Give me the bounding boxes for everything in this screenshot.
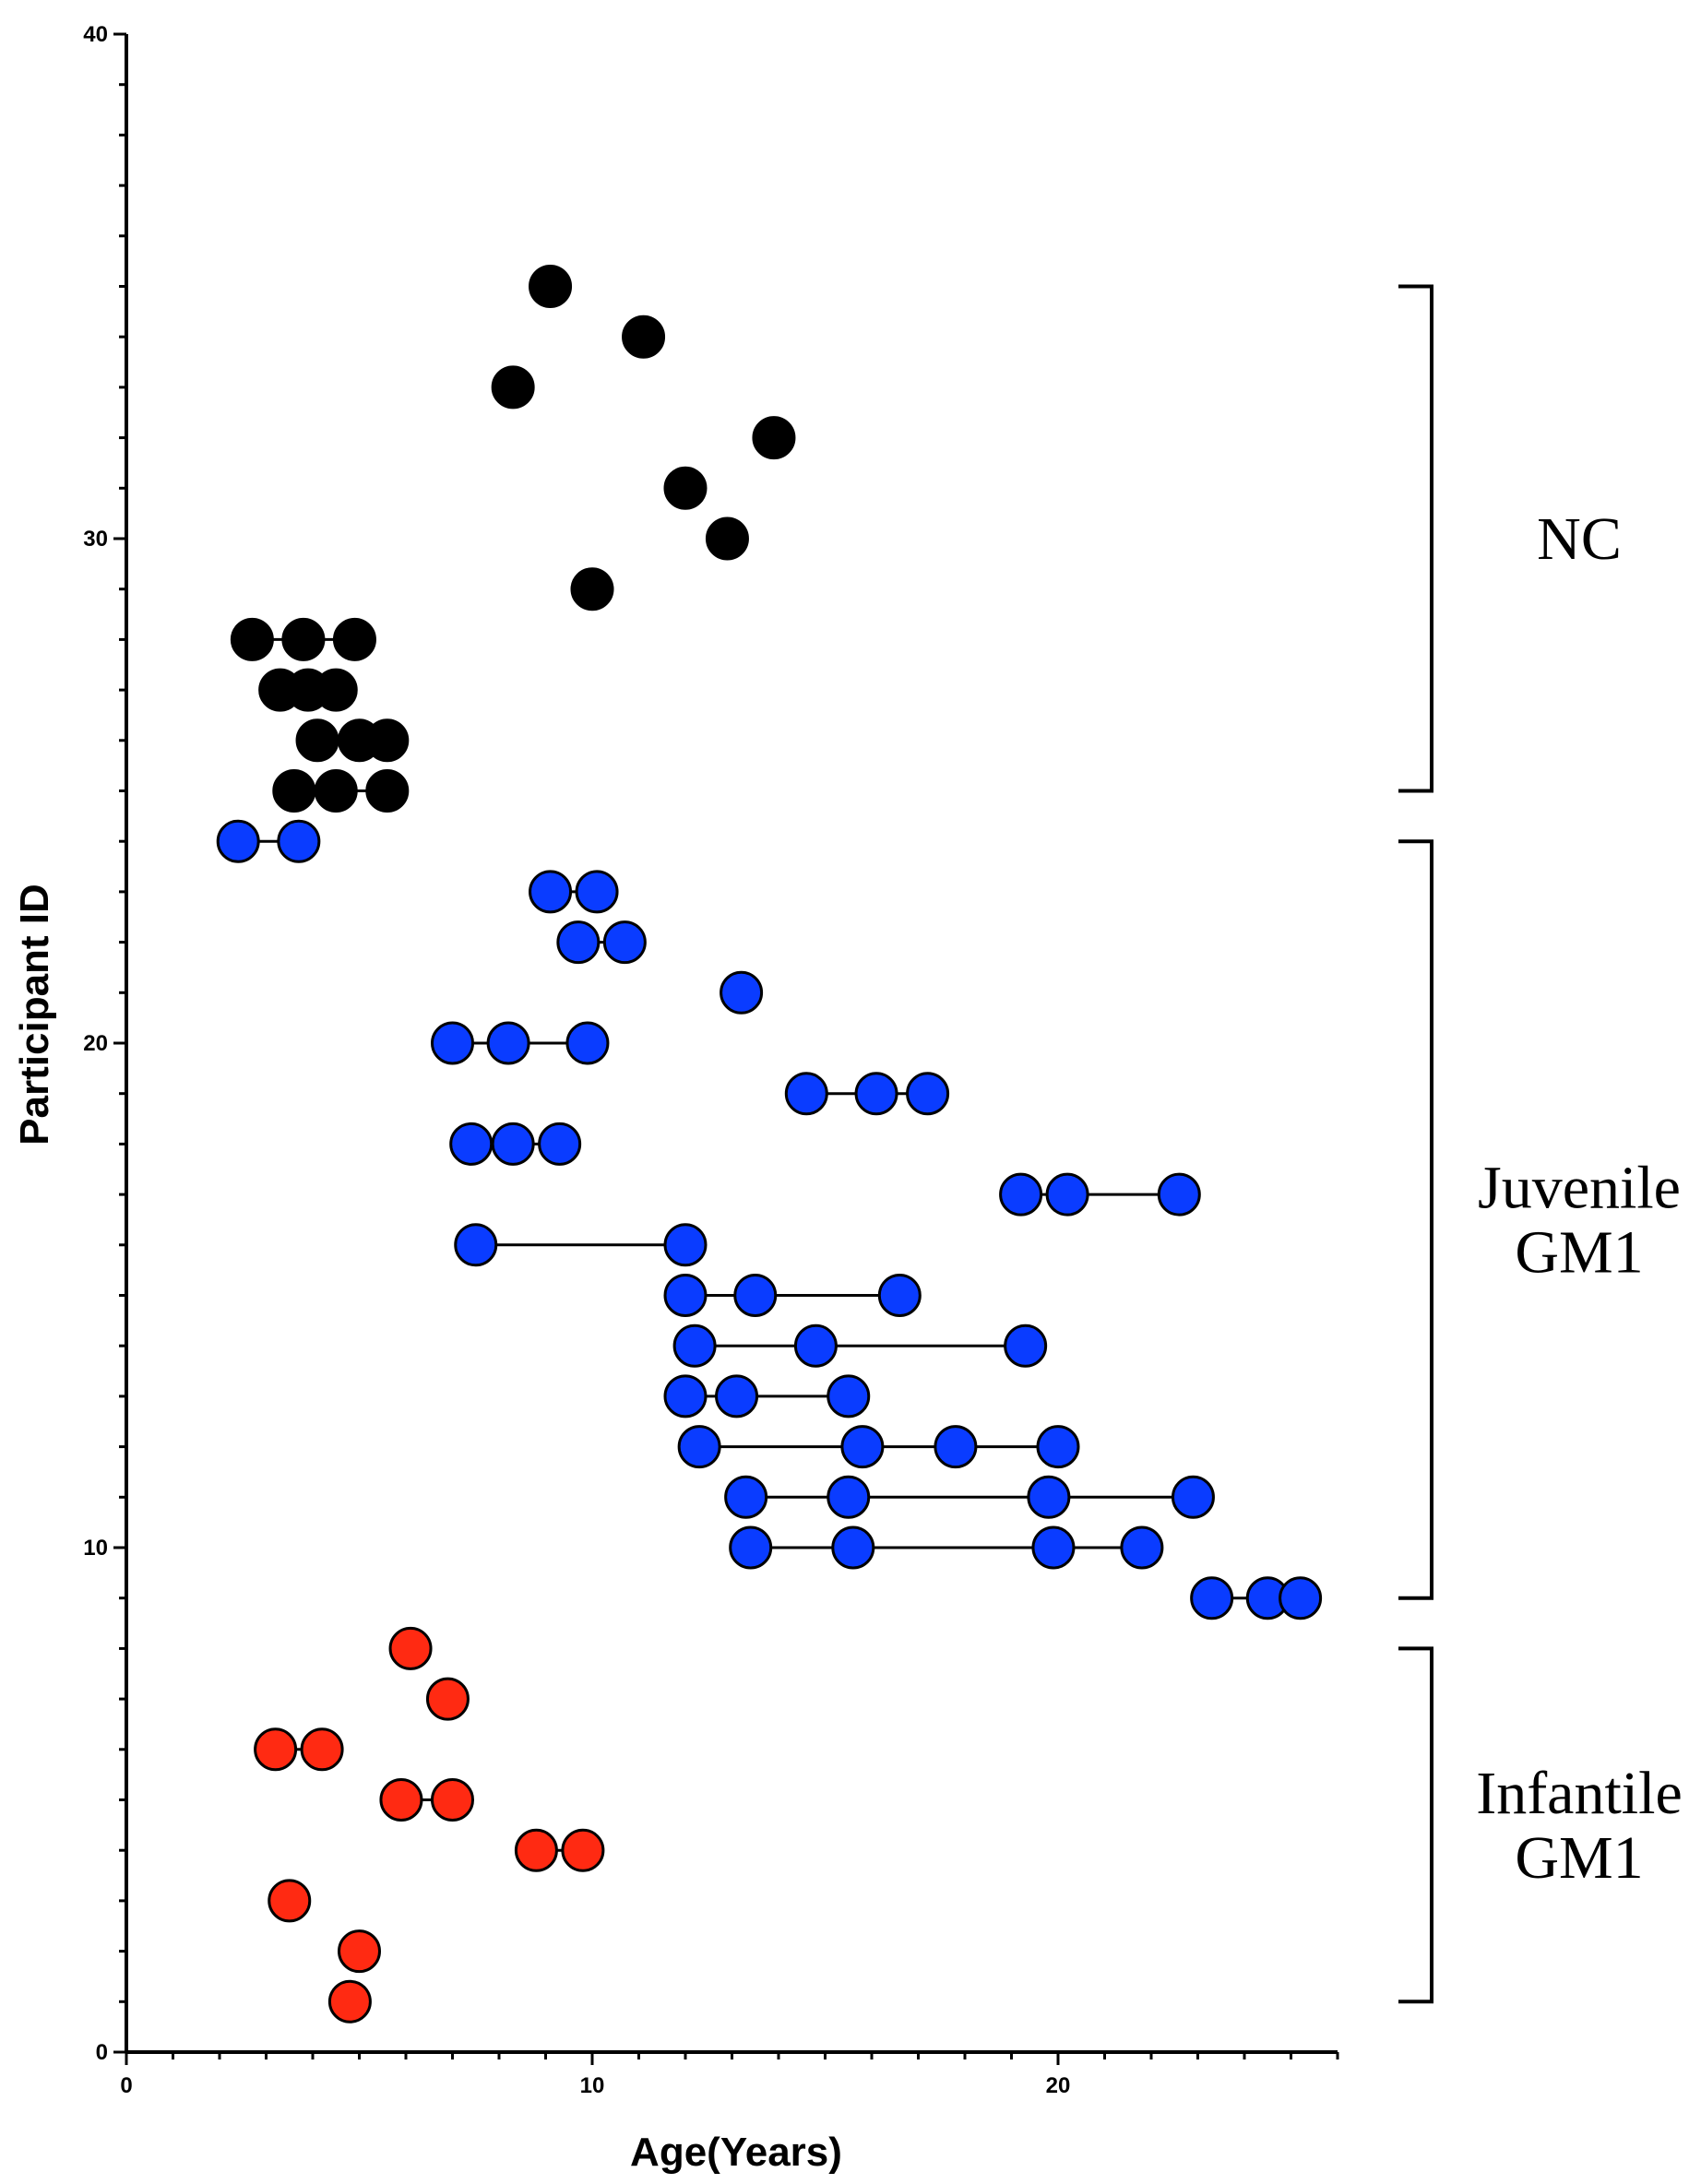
data-point (230, 617, 274, 661)
group-label: NC (1537, 505, 1622, 573)
data-point (332, 617, 376, 661)
data-point (327, 1979, 372, 2024)
data-point (1027, 1475, 1071, 1519)
data-point (784, 1072, 828, 1116)
data-point (677, 1425, 721, 1469)
data-point (752, 416, 796, 460)
data-point (1031, 1525, 1076, 1570)
data-point (715, 1374, 759, 1418)
data-point (827, 1475, 871, 1519)
data-point (277, 819, 321, 863)
data-point (425, 1677, 470, 1721)
data-point (529, 265, 573, 308)
data-point (388, 1626, 433, 1670)
x-tick-label: 0 (120, 2073, 132, 2098)
data-point (365, 718, 410, 763)
data-points (216, 265, 1323, 2024)
data-point (663, 1274, 708, 1317)
data-point (491, 365, 535, 410)
data-point (561, 1828, 605, 1872)
data-point (1120, 1525, 1164, 1570)
axes: 0 10 20 30 40 0 10 20 (83, 22, 1339, 2098)
data-point (1171, 1475, 1215, 1519)
data-point (999, 1172, 1043, 1217)
data-point (729, 1525, 773, 1570)
data-point (724, 1475, 768, 1519)
y-tick-label: 40 (83, 22, 108, 47)
data-point (622, 315, 666, 359)
data-point (663, 1374, 708, 1418)
data-point (454, 1223, 498, 1267)
data-point (1045, 1172, 1089, 1217)
data-point (300, 1727, 344, 1772)
x-tick-label: 10 (580, 2073, 605, 2098)
data-point (720, 970, 764, 1015)
group-label: GM1 (1515, 1218, 1643, 1286)
data-point (565, 1021, 610, 1065)
group-label: Infantile (1476, 1760, 1683, 1827)
data-point (831, 1525, 875, 1570)
data-point (663, 1223, 708, 1267)
data-point (1157, 1172, 1201, 1217)
data-point (570, 567, 614, 611)
data-point (431, 1778, 474, 1822)
data-point (254, 1727, 298, 1772)
x-axis-title: Age(Years) (630, 2130, 842, 2175)
data-point (840, 1425, 885, 1469)
data-point (514, 1828, 558, 1872)
data-point (216, 819, 260, 863)
data-point (295, 718, 339, 763)
data-point (575, 870, 619, 914)
data-point (827, 1374, 871, 1418)
data-point (538, 1122, 582, 1166)
data-point (1004, 1323, 1048, 1368)
data-point (663, 466, 708, 510)
y-tick-label: 20 (83, 1031, 108, 1056)
data-point (705, 516, 749, 561)
data-point (529, 870, 573, 914)
data-point (486, 1021, 530, 1065)
y-axis-title: Participant ID (12, 884, 57, 1145)
data-point (379, 1778, 423, 1822)
data-point (602, 920, 647, 965)
data-point (431, 1021, 474, 1065)
data-point (281, 617, 326, 661)
data-point (672, 1323, 717, 1368)
data-point (877, 1274, 922, 1317)
x-tick-label: 20 (1046, 2073, 1071, 2098)
data-point (314, 769, 358, 813)
participant-lines (238, 637, 1301, 1852)
group-label: Juvenile (1478, 1154, 1681, 1221)
data-point (365, 769, 410, 813)
data-point (854, 1072, 898, 1116)
data-point (272, 769, 316, 813)
data-point (733, 1274, 778, 1317)
data-point (449, 1122, 494, 1166)
y-tick-label: 0 (96, 2040, 108, 2065)
data-point (906, 1072, 950, 1116)
data-point (1190, 1576, 1234, 1620)
group-label: GM1 (1515, 1824, 1643, 1892)
data-point (491, 1122, 535, 1166)
data-point (934, 1425, 978, 1469)
data-point (1036, 1425, 1080, 1469)
data-point (556, 920, 601, 965)
y-tick-label: 30 (83, 527, 108, 552)
data-point (793, 1323, 838, 1368)
data-point (268, 1879, 312, 1923)
y-tick-label: 10 (83, 1536, 108, 1561)
data-point (314, 668, 358, 712)
data-point (1279, 1576, 1323, 1620)
data-point (338, 1929, 381, 1974)
